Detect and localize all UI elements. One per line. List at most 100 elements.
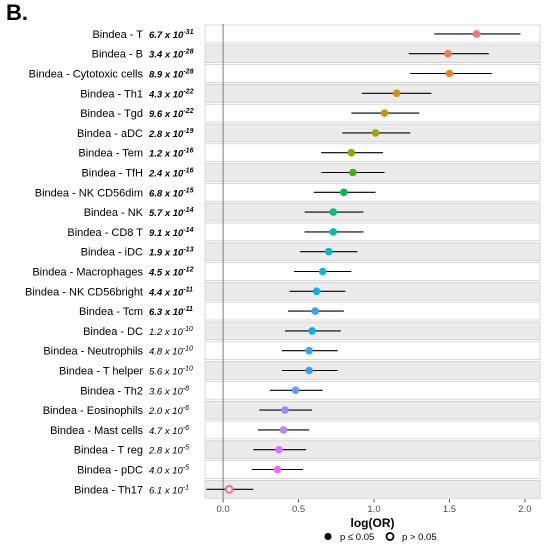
p-value-label: 1.2 x 10-16 [149, 148, 194, 160]
estimate-point [281, 406, 289, 414]
row-label: Bindea - Eosinophils [43, 405, 144, 417]
p-value-base: 4.8 x 10 [149, 347, 184, 358]
legend-key-filled [324, 533, 332, 540]
x-tick-label: 0.0 [216, 504, 229, 515]
p-value-base: 4.4 x 10 [148, 287, 184, 298]
row-band [204, 341, 541, 360]
p-value-exponent: -6 [183, 405, 189, 412]
p-value-exponent: -28 [183, 69, 193, 76]
p-value-label: 6.7 x 10-31 [149, 29, 194, 41]
p-value-base: 6.8 x 10 [149, 188, 184, 199]
p-value-base: 1.2 x 10 [149, 327, 184, 338]
x-tick-label: 1.5 [443, 504, 456, 515]
row-label: Bindea - DC [83, 326, 143, 338]
p-value-exponent: -16 [183, 168, 193, 175]
legend: p ≤ 0.05 p > 0.05 [324, 532, 437, 543]
p-value-base: 2.8 x 10 [148, 446, 184, 457]
p-value-base: 4.3 x 10 [148, 89, 184, 100]
row-band [204, 64, 541, 83]
estimate-point [311, 307, 319, 315]
p-value-exponent: -15 [183, 187, 193, 194]
row-label: Bindea - Th1 [80, 88, 143, 100]
p-value-label: 6.1 x 10-1 [149, 484, 189, 496]
row-label: Bindea - T [92, 29, 143, 41]
estimate-point [279, 426, 288, 434]
row-band [204, 321, 541, 341]
p-value-base: 3.4 x 10 [149, 50, 184, 61]
row-label: Bindea - Tgd [80, 108, 143, 120]
p-value-base: 2.0 x 10 [148, 406, 184, 417]
p-value-exponent: -10 [183, 366, 193, 373]
estimate-point [305, 346, 313, 355]
row-label: Bindea - T reg [74, 445, 143, 457]
p-value-base: 5.6 x 10 [149, 367, 184, 378]
estimate-point [308, 327, 316, 335]
legend-label: p > 0.05 [402, 532, 437, 543]
p-value-exponent: -5 [183, 445, 189, 452]
estimate-point [371, 129, 380, 137]
p-value-exponent: -10 [183, 326, 193, 333]
row-band [204, 24, 541, 44]
p-value-base: 6.1 x 10 [149, 485, 184, 496]
estimate-marks [206, 30, 521, 494]
p-value-labels: 6.7 x 10-313.4 x 10-288.9 x 10-284.3 x 1… [148, 29, 194, 496]
row-label: Bindea - TfH [81, 168, 143, 180]
p-value-label: 3.6 x 10-8 [149, 385, 189, 397]
p-value-label: 4.8 x 10-10 [149, 346, 193, 358]
p-value-base: 4.5 x 10 [148, 268, 184, 279]
estimate-point [472, 30, 481, 38]
estimate-point [340, 188, 348, 197]
p-value-exponent: -1 [183, 484, 189, 491]
estimate-point [329, 228, 338, 236]
row-band [204, 262, 541, 281]
p-value-exponent: -10 [183, 346, 193, 353]
estimate-point [275, 445, 283, 454]
p-value-base: 2.4 x 10 [148, 169, 184, 180]
row-band [204, 282, 541, 301]
p-value-exponent: -28 [183, 49, 193, 56]
row-label: Bindea - CD8 T [67, 227, 143, 239]
p-value-exponent: -11 [183, 286, 193, 293]
row-band [204, 420, 541, 440]
row-label: Bindea - Neutrophils [43, 346, 143, 358]
p-value-label: 6.3 x 10-11 [149, 306, 193, 318]
p-value-label: 4.5 x 10-12 [148, 267, 194, 279]
p-value-base: 6.7 x 10 [149, 30, 184, 41]
estimate-point [324, 247, 333, 256]
p-value-exponent: -5 [183, 465, 189, 472]
row-label: Bindea - pDC [77, 465, 143, 477]
estimate-point [444, 49, 452, 58]
panel-label: B. [6, 0, 28, 25]
p-value-label: 3.4 x 10-28 [149, 49, 194, 61]
p-value-base: 5.7 x 10 [149, 208, 184, 219]
x-axis: 0.0 0.5 1.0 1.5 2.0 log(OR) [216, 499, 532, 530]
p-value-base: 2.8 x 10 [148, 129, 184, 140]
row-label: Bindea - Mast cells [50, 425, 143, 437]
row-label: Bindea - T helper [59, 366, 143, 378]
p-value-exponent: -12 [183, 267, 193, 274]
p-value-label: 2.4 x 10-16 [148, 168, 194, 180]
estimate-point [291, 386, 300, 395]
estimate-point [349, 168, 357, 177]
p-value-exponent: -14 [183, 207, 193, 214]
p-value-label: 4.4 x 10-11 [148, 286, 193, 298]
legend-label: p ≤ 0.05 [340, 532, 374, 543]
p-value-base: 4.0 x 10 [149, 466, 184, 477]
p-value-base: 9.6 x 10 [149, 109, 184, 120]
row-label: Bindea - aDC [77, 128, 143, 140]
p-value-exponent: -13 [183, 247, 193, 254]
p-value-label: 2.0 x 10-6 [148, 405, 189, 417]
p-value-exponent: -8 [183, 385, 189, 392]
p-value-label: 2.8 x 10-19 [148, 128, 194, 140]
x-tick-label: 1.0 [367, 504, 380, 515]
row-label: Bindea - Tem [78, 148, 143, 160]
row-label: Bindea - Th2 [80, 385, 143, 397]
p-value-exponent: -22 [183, 88, 193, 95]
p-value-exponent: -14 [183, 227, 193, 234]
row-band [204, 202, 541, 222]
p-value-exponent: -22 [183, 108, 193, 115]
row-label: Bindea - Tcm [79, 306, 143, 318]
p-value-label: 8.9 x 10-28 [149, 69, 194, 81]
row-label: Bindea - Cytotoxic cells [29, 69, 144, 81]
